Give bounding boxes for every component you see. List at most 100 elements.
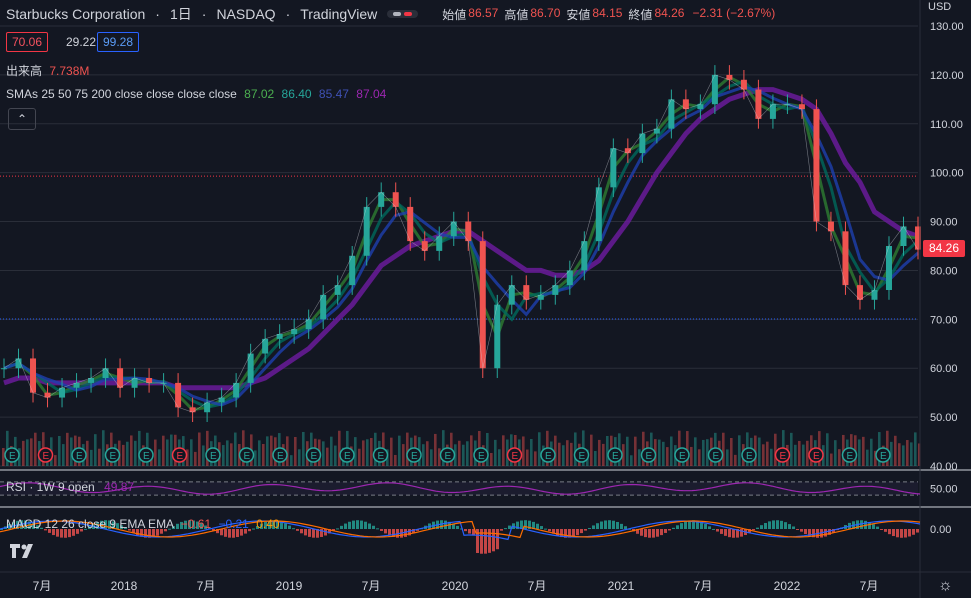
macd-histogram-bar <box>584 529 587 531</box>
volume-bar <box>302 431 305 466</box>
volume-bar <box>406 432 409 466</box>
volume-bar <box>498 449 501 466</box>
volume-bar <box>838 449 841 466</box>
level-box-red[interactable]: 70.06 <box>6 32 49 52</box>
macd-histogram-bar <box>0 529 3 530</box>
volume-bar <box>738 435 741 466</box>
macd-histogram-bar <box>480 529 483 554</box>
price-tick-label: 50.00 <box>930 412 958 424</box>
macd-histogram-bar <box>304 529 307 536</box>
macd-histogram-bar <box>320 529 323 537</box>
horizontal-lines <box>0 175 918 320</box>
candle-body <box>740 79 747 90</box>
level-box-plain: 29.22 <box>66 35 97 49</box>
macd-histogram-bar <box>68 529 71 538</box>
volume-legend[interactable]: 出来高 7.738M <box>6 64 90 78</box>
volume-bar <box>290 455 293 466</box>
macd-histogram-bar <box>712 528 715 530</box>
earnings-letter: E <box>411 451 418 462</box>
macd-histogram-bar <box>216 529 219 534</box>
candle-body <box>450 221 457 237</box>
volume-bar <box>470 435 473 466</box>
macd-histogram-bar <box>672 527 675 529</box>
macd-histogram-bar <box>132 529 135 534</box>
collapse-legend-button[interactable]: ⌃ <box>8 108 36 130</box>
macd-histogram-bar <box>648 529 651 538</box>
macd-histogram-bar <box>680 523 683 529</box>
candle-body <box>624 148 631 154</box>
volume-bar <box>486 432 489 466</box>
rsi-legend[interactable]: RSI · 1W 9 open 49.87 <box>6 480 135 494</box>
macd-histogram-bar <box>552 529 555 534</box>
candle-body <box>755 89 762 119</box>
visibility-toggle[interactable] <box>387 10 419 18</box>
macd-histogram-bar <box>312 529 315 538</box>
macd-histogram-bar <box>260 523 263 529</box>
volume-bar <box>890 441 893 466</box>
macd-histogram-bar <box>212 529 215 531</box>
earnings-letter: E <box>679 451 686 462</box>
candle-body <box>436 236 443 251</box>
macd-histogram-bar <box>184 520 187 529</box>
earnings-icon <box>674 447 690 463</box>
macd-histogram-bar <box>148 529 151 538</box>
interval-label[interactable]: 1日 <box>169 6 192 22</box>
price-tick-label: 80.00 <box>930 265 958 277</box>
change-value: −2.31 (−2.67%) <box>692 5 776 20</box>
macd-histogram-bar <box>300 529 303 534</box>
time-tick-label: 2021 <box>608 579 635 593</box>
volume-bar <box>638 449 641 466</box>
macd-histogram-bar <box>888 529 891 535</box>
macd-histogram-bar <box>548 529 551 532</box>
macd-histogram-bar <box>280 521 283 529</box>
macd-histogram-bar <box>520 520 523 529</box>
macd-histogram-bar <box>760 525 763 529</box>
volume-bar <box>94 434 97 466</box>
volume-bar <box>322 441 325 466</box>
gear-icon[interactable]: ☼ <box>938 577 953 594</box>
macd-legend[interactable]: MACD 12 26 close 9 EMA EMA −0.61 −0.21 0… <box>6 517 280 531</box>
earnings-icon <box>741 447 757 463</box>
time-axis: 7月 2018 7月 2019 7月 2020 7月 2021 7月 2022 7月 <box>0 571 971 593</box>
volume-bar <box>354 437 357 466</box>
candle-body <box>479 241 486 369</box>
candle-body <box>363 206 370 256</box>
time-tick-label: 7月 <box>694 579 713 593</box>
level-box-blue[interactable]: 99.28 <box>97 32 140 52</box>
ohlc-values: 始値 86.57 高値 86.70 安値 84.15 終値 84.26 −2.31 (−… <box>442 5 776 22</box>
candle-body <box>102 368 109 378</box>
volume-bar <box>258 440 261 466</box>
volume-bar <box>26 439 29 466</box>
macd-histogram-bar <box>588 527 591 529</box>
price-tick-label: 90.00 <box>930 217 958 229</box>
macd-histogram-bar <box>524 520 527 529</box>
volume-bar <box>86 440 89 466</box>
macd-histogram-bar <box>292 528 295 530</box>
macd-pane: 0.00 <box>0 520 951 554</box>
volume-bar <box>602 443 605 466</box>
symbol-name[interactable]: Starbucks Corporation <box>6 6 146 22</box>
macd-histogram-bar <box>616 521 619 529</box>
macd-histogram-bar <box>792 526 795 529</box>
sma-75-line <box>3 85 919 407</box>
volume-bar <box>58 436 61 466</box>
volume-bar <box>170 434 173 466</box>
macd-histogram-bar <box>700 522 703 529</box>
macd-histogram-bar <box>504 528 507 530</box>
candle-body <box>769 104 776 119</box>
volume-bar <box>906 440 909 466</box>
currency-label[interactable]: USD <box>928 1 952 13</box>
earnings-icon <box>305 447 322 463</box>
symbol-header: Starbucks Corporation · 1日 · NASDAQ · Tr… <box>6 5 776 23</box>
earnings-icon <box>707 447 724 463</box>
earnings-icon <box>138 447 154 463</box>
candle-body <box>653 128 660 134</box>
volume-bar <box>394 454 397 466</box>
candle-body <box>334 285 341 295</box>
rsi-axis-label: 50.00 <box>930 484 958 496</box>
eye-icon <box>393 12 402 16</box>
volume-bar <box>662 441 665 466</box>
volume-bar <box>870 438 873 466</box>
sma-legend[interactable]: SMAs 25 50 75 200 close close close clos… <box>6 87 387 101</box>
